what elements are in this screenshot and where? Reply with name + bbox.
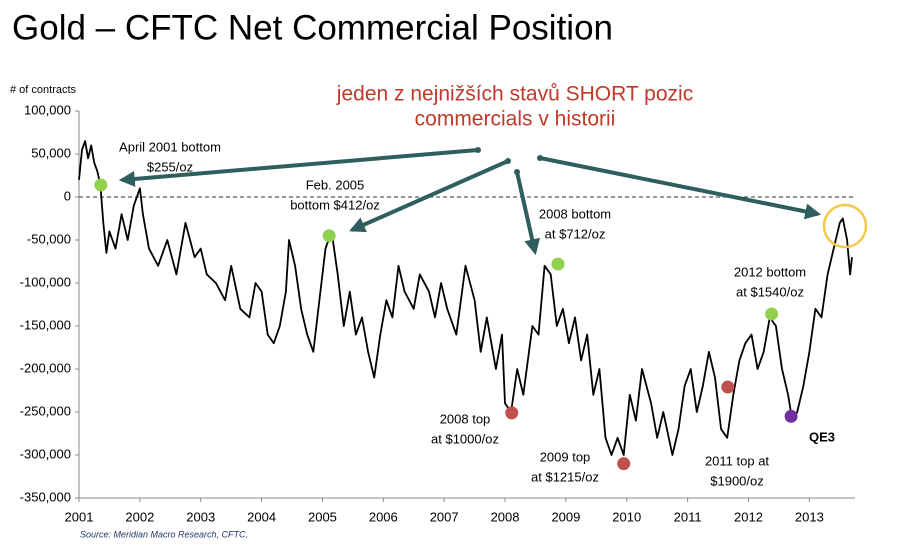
highlight-circle	[822, 203, 868, 249]
x-tick-label: 2008	[491, 509, 520, 524]
x-tick-label: 2010	[612, 509, 641, 524]
arrow	[349, 159, 509, 233]
y-tick-label: -100,000	[20, 274, 71, 289]
x-tick-label: 2007	[430, 509, 459, 524]
y-tick-label: 100,000	[24, 102, 71, 117]
arrow-origin	[475, 147, 481, 153]
annotation: $255/oz	[147, 159, 193, 174]
x-tick-label: 2002	[125, 509, 154, 524]
x-tick-label: 2009	[551, 509, 580, 524]
y-tick-label: -300,000	[20, 446, 71, 461]
x-tick-label: 2006	[369, 509, 398, 524]
y-tick-label: -350,000	[20, 489, 71, 504]
x-tick-label: 2004	[247, 509, 276, 524]
arrow	[539, 156, 822, 220]
marker-dot	[721, 380, 735, 394]
marker-dot	[765, 307, 779, 321]
x-tick-label: 2003	[186, 509, 215, 524]
source: Source: Meridian Macro Research, CFTC.	[80, 529, 248, 539]
x-tick-label: 2005	[308, 509, 337, 524]
annotation: April 2001 bottom	[119, 139, 221, 154]
x-tick-label: 2012	[734, 509, 763, 524]
annotation: 2008 top	[440, 411, 491, 426]
arrows	[118, 148, 822, 256]
y-tick-label: 50,000	[31, 145, 71, 160]
arrow-origin	[505, 158, 511, 164]
y-tick-label: -50,000	[27, 231, 71, 246]
arrow	[515, 171, 540, 256]
annotation: Feb. 2005	[306, 177, 365, 192]
annotation: $1900/oz	[710, 473, 764, 488]
x-tick-label: 2013	[795, 509, 824, 524]
headline: jeden z nejnižších stavů SHORT pozic	[336, 83, 693, 106]
annotation: bottom $412/oz	[290, 197, 380, 212]
y-axis-label: # of contracts	[10, 84, 77, 96]
marker-dot	[551, 257, 565, 271]
headline: commercials v historii	[415, 108, 616, 131]
y-tick-label: -200,000	[20, 360, 71, 375]
annotation: at $1000/oz	[431, 431, 499, 446]
plot-area: 100,000 50,000 0 -50,000 -100,000 -150,000 -20…	[20, 102, 855, 524]
data-line	[78, 140, 853, 456]
annotation: 2008 bottom	[539, 206, 611, 221]
marker-dot	[617, 457, 631, 471]
arrow-origin	[537, 155, 543, 161]
annotation: QE3	[809, 429, 835, 444]
arrow	[118, 148, 479, 187]
arrow-origin	[514, 169, 520, 175]
arrow-origins	[475, 147, 543, 175]
marker-dot	[784, 409, 798, 423]
x-tick-label: 2001	[65, 509, 94, 524]
annotation: at $1540/oz	[736, 284, 804, 299]
marker-dot	[94, 178, 108, 192]
annotation: 2011 top at	[705, 453, 769, 468]
annotation: at $1215/oz	[531, 469, 599, 484]
y-tick-label: -150,000	[20, 317, 71, 332]
annotation: 2012 bottom	[734, 264, 806, 279]
chart-title: Gold – CFTC Net Commercial Position	[12, 8, 613, 47]
marker-dot	[505, 406, 519, 420]
annotation: at $712/oz	[545, 226, 606, 241]
marker-dot	[322, 229, 336, 243]
y-tick-label: -250,000	[20, 403, 71, 418]
annotation: 2009 top	[540, 449, 591, 464]
x-tick-label: 2011	[674, 509, 702, 524]
y-tick-label: 0	[64, 188, 71, 203]
